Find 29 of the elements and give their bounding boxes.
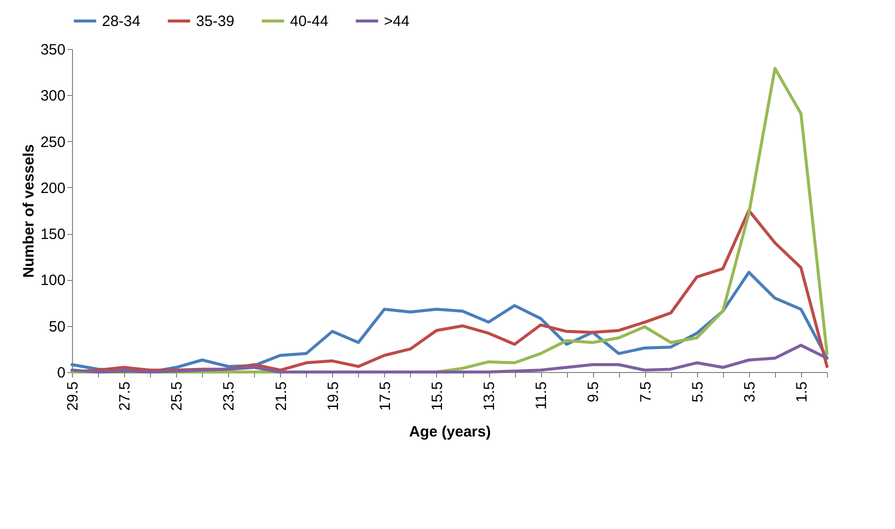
x-tick-label: 1.5 <box>793 382 810 402</box>
y-tick-label: 150 <box>40 226 66 244</box>
y-axis-title: Number of vessels <box>20 144 38 278</box>
x-tick-label: 27.5 <box>116 382 134 411</box>
y-tick-label: 50 <box>48 318 66 336</box>
x-tick-label: 21.5 <box>272 382 290 411</box>
legend-label: 35-39 <box>196 13 234 30</box>
x-tick-label: 9.5 <box>585 382 602 402</box>
y-tick-label: 0 <box>57 364 66 382</box>
x-tick-label: 29.5 <box>64 382 82 411</box>
legend-label: 28-34 <box>102 13 140 30</box>
x-axis-title: Age (years) <box>409 424 491 441</box>
x-tick-label: 15.5 <box>428 382 446 411</box>
x-tick-label: 7.5 <box>637 382 654 402</box>
y-tick-label: 250 <box>40 134 66 151</box>
x-tick-label: 13.5 <box>481 382 498 411</box>
legend-label: 40-44 <box>290 13 328 30</box>
x-tick-label: 23.5 <box>220 382 238 411</box>
x-tick-label: 11.5 <box>533 382 550 410</box>
legend-label: >44 <box>384 13 410 30</box>
x-tick-label: 19.5 <box>324 382 342 411</box>
y-tick-label: 350 <box>40 42 66 58</box>
x-tick-label: 25.5 <box>168 382 186 411</box>
y-tick-label: 300 <box>40 88 66 105</box>
x-tick-label: 17.5 <box>376 382 394 411</box>
x-tick-label: 3.5 <box>741 382 758 402</box>
y-tick-label: 200 <box>40 180 66 197</box>
y-tick-label: 100 <box>40 272 66 290</box>
x-tick-label: 5.5 <box>689 382 706 402</box>
